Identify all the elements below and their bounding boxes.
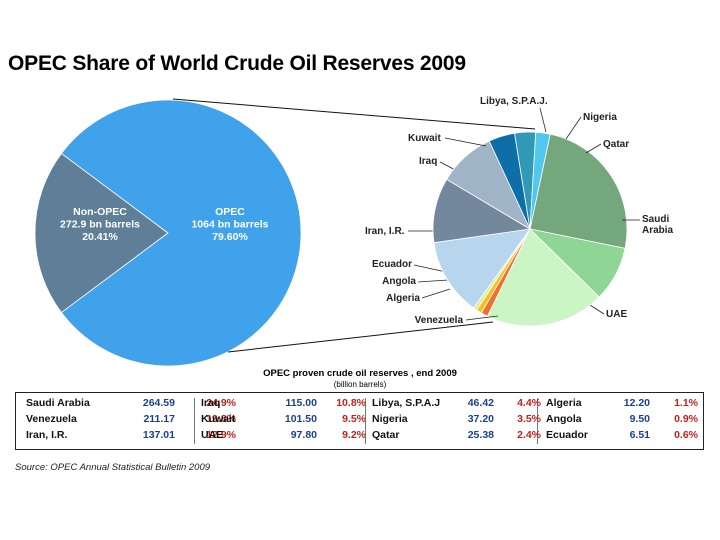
- slice-label-algeria: Algeria: [386, 293, 420, 304]
- reserve-share: 3.5%: [517, 413, 541, 425]
- table-row: Angola 9.50 0.9%: [16, 413, 703, 429]
- table-row: Nigeria 37.20 3.5%: [16, 413, 703, 429]
- table-subtitle: (billion barrels): [333, 380, 387, 389]
- slice-label-uae: UAE: [606, 309, 627, 320]
- country-name: Iran, I.R.: [26, 429, 68, 441]
- country-name: Kuwait: [201, 413, 236, 425]
- slice-label-angola: Angola: [382, 276, 416, 287]
- pie-slice-venezuela: [486, 228, 600, 327]
- pie-slice-iran-i-r: [433, 228, 531, 309]
- reserve-value: 12.20: [623, 397, 650, 409]
- country-name: Iraq: [201, 397, 221, 409]
- leader-line-kuwait: [444, 137, 487, 147]
- table-row: Iraq 115.00 10.8%: [16, 397, 703, 413]
- leader-line-venezuela: [465, 315, 499, 321]
- country-name: UAE: [201, 429, 224, 441]
- label-non-opec-share: 20.41%: [82, 231, 118, 243]
- reserve-value: 115.00: [285, 397, 317, 409]
- country-name: Libya, S.P.A.J: [372, 397, 441, 409]
- reserve-value: 101.50: [284, 413, 317, 425]
- table-divider: [365, 398, 366, 444]
- leader-line-qatar: [585, 143, 602, 154]
- reserve-share: 12.9%: [206, 429, 236, 441]
- country-name: Qatar: [372, 429, 400, 441]
- label-opec-share: 79.60%: [212, 231, 248, 243]
- reserve-share: 24.9%: [206, 397, 236, 409]
- reserve-share: 1.1%: [674, 397, 698, 409]
- table-title: OPEC proven crude oil reserves , end 200…: [263, 368, 457, 379]
- reserve-share: 2.4%: [517, 429, 541, 441]
- table-row: Qatar 25.38 2.4%: [16, 429, 703, 445]
- country-name: Saudi Arabia: [26, 397, 90, 409]
- slice-label-nigeria: Nigeria: [583, 112, 617, 123]
- table-row: Venezuela 211.17 19.8%: [16, 413, 703, 429]
- pie-slice-non-opec: [34, 152, 169, 314]
- source-note: Source: OPEC Annual Statistical Bulletin…: [15, 462, 211, 473]
- leader-line-algeria: [421, 288, 451, 299]
- label-non-opec-name: Non-OPEC: [73, 206, 127, 218]
- country-name: Nigeria: [372, 413, 408, 425]
- reserve-value: 211.17: [143, 413, 175, 425]
- reserve-value: 137.01: [142, 429, 175, 441]
- reserve-value: 46.42: [467, 397, 494, 409]
- pie-slice-saudi-arabia: [529, 133, 628, 249]
- label-opec-name: OPEC: [215, 206, 245, 218]
- leader-line-angola: [417, 279, 449, 283]
- slice-label-qatar: Qatar: [603, 139, 629, 150]
- pie-slice-iraq: [432, 178, 532, 244]
- reserve-share: 19.8%: [206, 413, 236, 425]
- pie-slice-qatar: [529, 131, 551, 230]
- table-row: Kuwait 101.50 9.5%: [16, 413, 703, 429]
- reserve-share: 0.9%: [674, 413, 698, 425]
- reserve-value: 9.50: [629, 413, 650, 425]
- slice-label-venezuela: Venezuela: [415, 315, 464, 326]
- reserve-value: 25.38: [467, 429, 494, 441]
- table-row: Libya, S.P.A.J 46.42 4.4%: [16, 397, 703, 413]
- leader-line-libya-s-p-a-j: [539, 107, 547, 133]
- reserve-value: 264.59: [142, 397, 175, 409]
- leader-line-ecuador: [413, 264, 447, 273]
- table-row: Saudi Arabia 264.59 24.9%: [16, 397, 703, 413]
- slice-label-iraq: Iraq: [419, 156, 437, 167]
- reserve-share: 9.5%: [342, 413, 366, 425]
- slice-label-iran-i-r: Iran, I.R.: [365, 226, 405, 237]
- table-row: Ecuador 6.51 0.6%: [16, 429, 703, 445]
- reserve-share: 0.6%: [674, 429, 698, 441]
- pie-slice-opec: [60, 99, 302, 367]
- slice-label-saudi-arabia: Saudi Arabia: [642, 214, 674, 236]
- reserve-value: 97.80: [290, 429, 317, 441]
- country-name: Algeria: [546, 397, 582, 409]
- table-divider: [194, 398, 195, 444]
- table-row: UAE 97.80 9.2%: [16, 429, 703, 445]
- leader-line-uae: [589, 304, 605, 315]
- connector-line-top: [172, 98, 536, 130]
- table-divider: [537, 398, 538, 444]
- reserve-share: 9.2%: [342, 429, 366, 441]
- country-name: Ecuador: [546, 429, 589, 441]
- label-opec-value: 1064 bn barrels: [191, 219, 268, 231]
- reserve-value: 37.20: [467, 413, 494, 425]
- slice-label-libya-s-p-a-j: Libya, S.P.A.J.: [480, 96, 548, 107]
- reserve-value: 6.51: [629, 429, 650, 441]
- slice-label-kuwait: Kuwait: [408, 133, 441, 144]
- table-row: Iran, I.R. 137.01 12.9%: [16, 429, 703, 445]
- label-non-opec-value: 272.9 bn barrels: [60, 219, 140, 231]
- reserves-table: Saudi Arabia 264.59 24.9% Venezuela 211.17 19…: [15, 392, 704, 450]
- table-row: Algeria 12.20 1.1%: [16, 397, 703, 413]
- reserve-share: 4.4%: [517, 397, 541, 409]
- country-name: Venezuela: [26, 413, 77, 425]
- slice-label-ecuador: Ecuador: [372, 259, 412, 270]
- reserve-share: 10.8%: [336, 397, 366, 409]
- connector-line-bottom: [227, 321, 494, 353]
- country-name: Angola: [546, 413, 582, 425]
- chart-title: OPEC Share of World Crude Oil Reserves 2…: [8, 52, 466, 75]
- leader-line-nigeria: [565, 116, 582, 140]
